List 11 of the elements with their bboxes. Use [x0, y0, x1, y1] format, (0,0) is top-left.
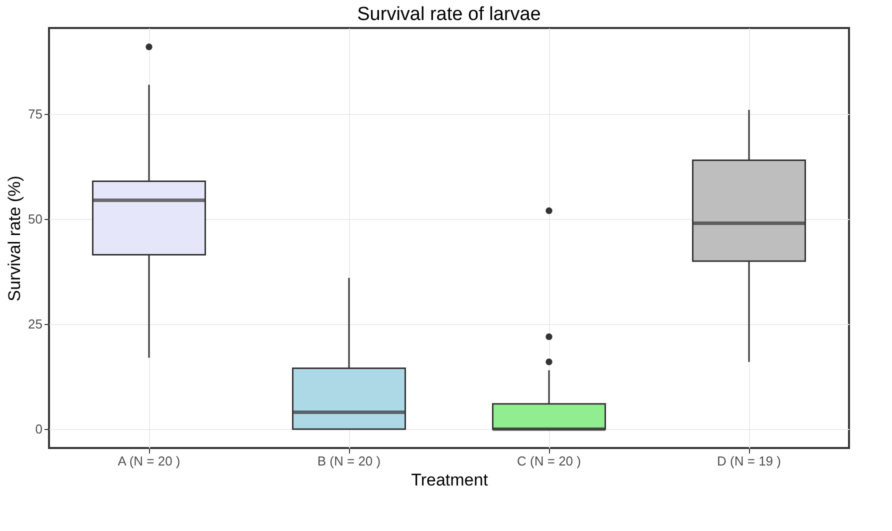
y-tick-label: 50	[28, 212, 42, 227]
x-tick-label: B (N = 20 )	[317, 454, 381, 468]
y-tick-label: 25	[28, 316, 42, 332]
x-tick-label: A (N = 20 )	[118, 454, 180, 468]
y-tick-label: 0	[35, 422, 42, 437]
y-axis-title: Survival rate (%)	[5, 176, 24, 302]
chart-title: Survival rate of larvae	[357, 4, 541, 25]
x-axis-title: Treatment	[411, 470, 488, 490]
x-tick-label: C (N = 20 )	[517, 454, 581, 468]
y-tick-label: 75	[28, 106, 42, 122]
x-tick-label: D (N = 19 )	[717, 454, 781, 468]
